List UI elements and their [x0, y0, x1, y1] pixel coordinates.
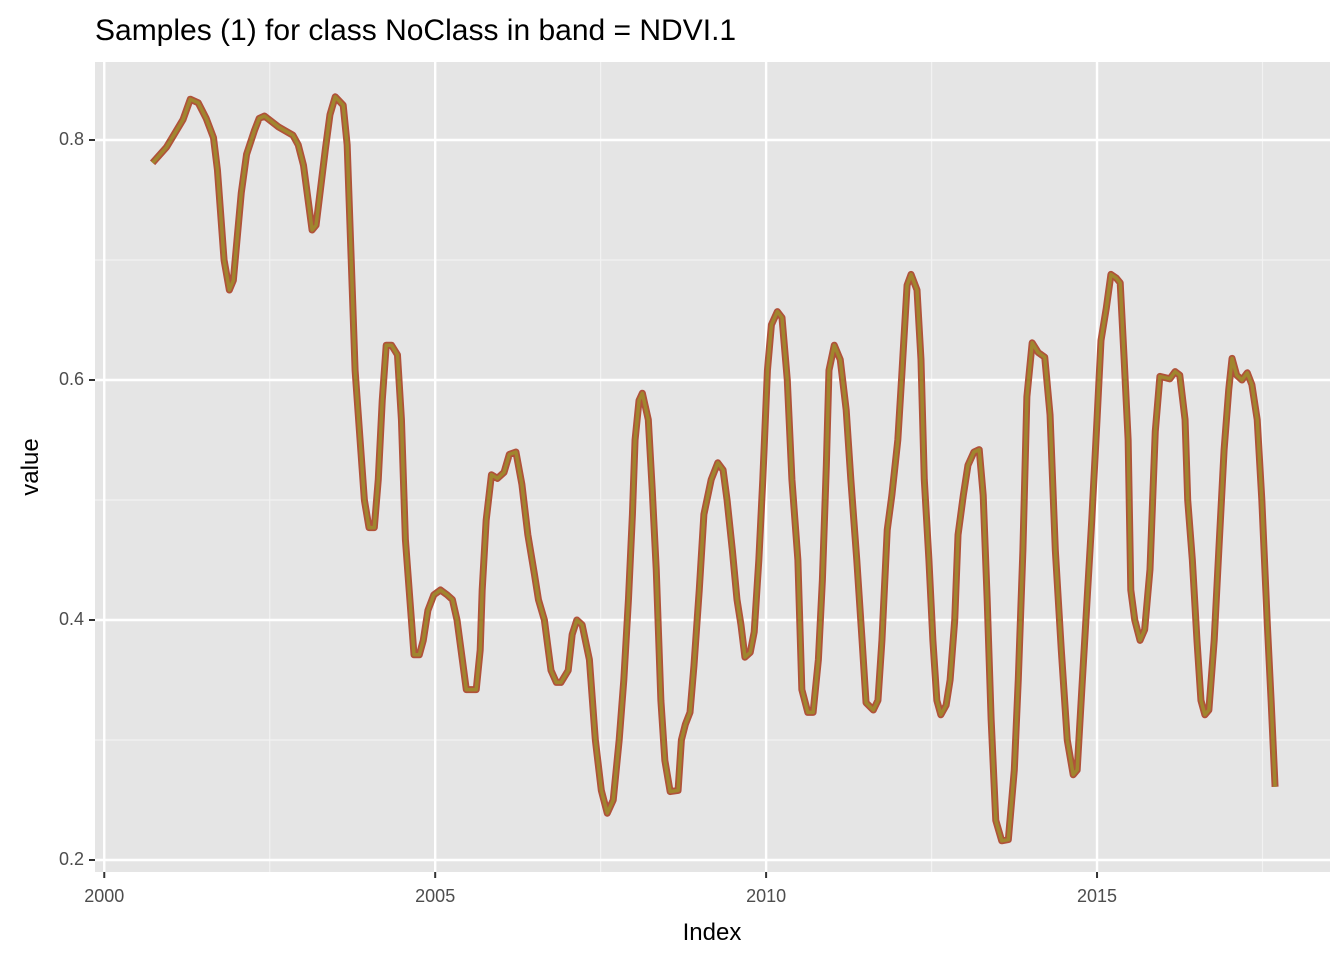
- y-tick-label: 0.4: [59, 609, 84, 629]
- lines: [149, 93, 1279, 845]
- y-tick-label: 0.8: [59, 129, 84, 149]
- x-tick-label: 2000: [84, 886, 124, 906]
- x-tick-label: 2015: [1077, 886, 1117, 906]
- chart-title: Samples (1) for class NoClass in band = …: [95, 14, 736, 47]
- x-tick-label: 2010: [746, 886, 786, 906]
- axes: 2000 2005 2010 2015 0.2 0.4 0.6 0.8: [59, 129, 1117, 906]
- y-axis-title: value: [17, 438, 44, 495]
- line: [151, 95, 1277, 843]
- x-tick-label: 2005: [415, 886, 455, 906]
- x-axis-title: Index: [683, 919, 742, 946]
- y-tick-label: 0.6: [59, 369, 84, 389]
- y-tick-label: 0.2: [59, 849, 84, 869]
